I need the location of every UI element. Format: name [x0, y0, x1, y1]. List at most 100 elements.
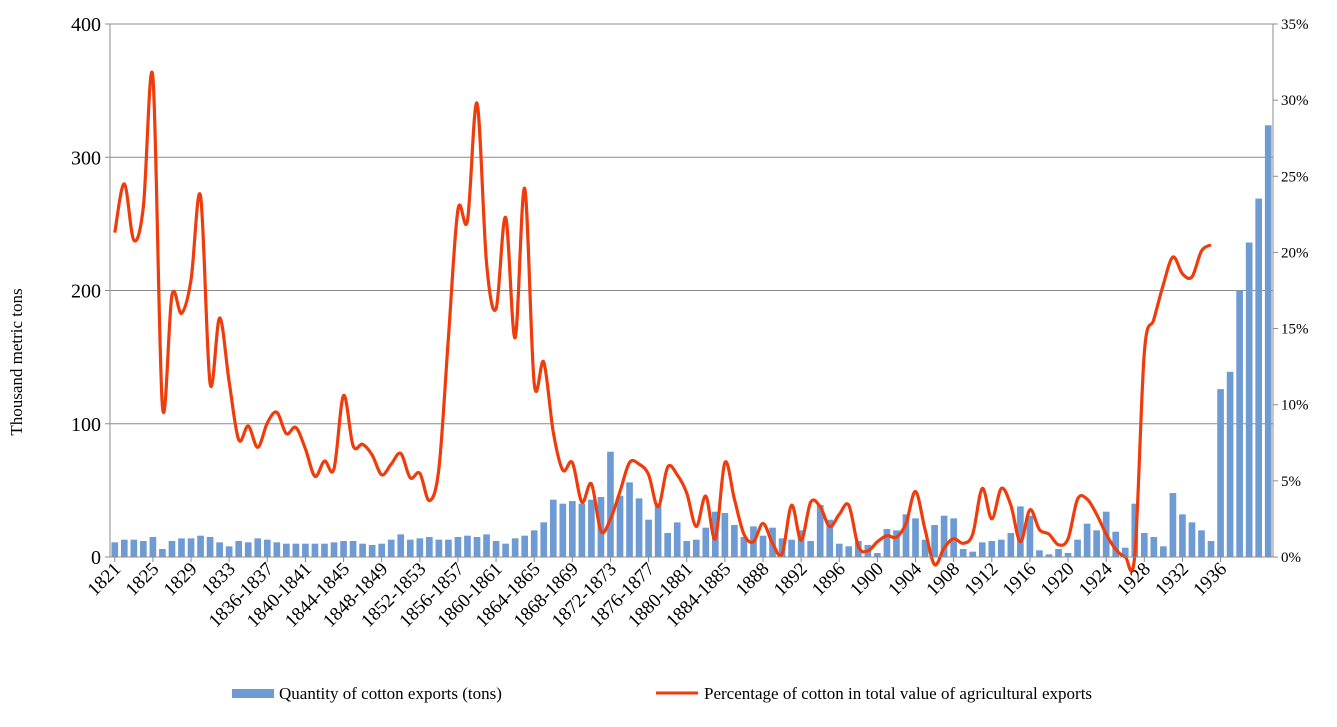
bar — [759, 535, 767, 557]
bar — [1207, 541, 1215, 557]
bar — [549, 499, 557, 557]
bar — [311, 543, 319, 557]
x-tick-label: 1932 — [1151, 559, 1193, 601]
bar — [1064, 553, 1072, 557]
y-left-tick-label: 100 — [71, 414, 101, 436]
bar — [988, 541, 996, 557]
x-tick-label: 1936 — [1189, 559, 1231, 601]
bar — [502, 543, 509, 557]
bar — [835, 543, 843, 557]
legend-label-bars: Quantity of cotton exports (tons) — [279, 684, 502, 703]
bar — [997, 539, 1005, 557]
bar — [1160, 546, 1167, 557]
bar — [788, 539, 795, 557]
bar — [1226, 371, 1234, 557]
bar — [216, 542, 223, 557]
bar — [969, 551, 977, 557]
bar — [1017, 506, 1024, 557]
bar — [387, 539, 395, 557]
bar — [492, 541, 500, 557]
x-tick-label: 1924 — [1075, 558, 1117, 600]
bar — [616, 495, 624, 557]
x-tick-label: 1912 — [961, 559, 1003, 601]
y-right-tick-label: 35% — [1281, 17, 1309, 33]
bar — [330, 542, 338, 557]
bar — [206, 537, 214, 557]
bar — [368, 545, 376, 557]
bar — [626, 482, 633, 557]
bar — [254, 538, 262, 557]
bar — [540, 522, 548, 557]
legend-label-line: Percentage of cotton in total value of a… — [704, 684, 1092, 703]
x-tick-label: 1908 — [922, 559, 964, 601]
bar — [931, 525, 938, 557]
bar — [588, 499, 595, 557]
bar — [607, 451, 614, 557]
y-right-tick-label: 20% — [1281, 245, 1309, 261]
bar — [445, 539, 452, 557]
bar — [244, 542, 252, 557]
bar — [1264, 125, 1272, 558]
bar — [263, 539, 271, 557]
bar — [807, 541, 814, 557]
bar — [1140, 533, 1148, 557]
bar — [683, 541, 691, 557]
bar — [959, 549, 967, 557]
bar — [416, 538, 424, 557]
bar — [283, 543, 290, 557]
y-right-tick-label: 5% — [1281, 474, 1301, 490]
bar — [940, 515, 948, 557]
x-tick-label: 1920 — [1037, 559, 1079, 601]
bar — [654, 503, 662, 557]
y-left-tick-label: 300 — [71, 147, 101, 169]
bar — [1036, 550, 1043, 557]
bar — [197, 535, 204, 557]
bar — [426, 537, 433, 557]
bar — [1169, 493, 1177, 557]
bar — [473, 537, 481, 557]
bar — [893, 530, 900, 557]
bar — [235, 541, 243, 557]
bar — [1217, 389, 1224, 557]
x-tick-label: 1821 — [84, 559, 126, 601]
bar — [130, 539, 138, 557]
bar — [321, 543, 328, 557]
x-tick-label: 1829 — [160, 559, 202, 601]
bar — [378, 543, 386, 557]
bar — [454, 537, 462, 557]
bar — [1007, 533, 1015, 557]
bar — [1255, 198, 1263, 557]
y-left-tick-label: 0 — [91, 547, 101, 569]
x-tick-label: 1825 — [122, 559, 164, 601]
bar — [559, 503, 567, 557]
series-line — [113, 70, 1212, 573]
bar — [1188, 522, 1196, 557]
bar — [1074, 539, 1081, 557]
bar — [302, 543, 309, 557]
bar — [1245, 242, 1253, 557]
bar — [1236, 290, 1243, 557]
bar — [778, 538, 786, 557]
x-tick-label: 1888 — [732, 559, 774, 601]
bar — [673, 522, 681, 557]
bar — [359, 543, 366, 557]
x-tick-label: 1916 — [999, 559, 1041, 601]
legend-swatch-bars — [232, 689, 274, 698]
bar — [225, 546, 233, 557]
bar — [902, 514, 910, 557]
bar — [1150, 537, 1158, 557]
bar — [1121, 547, 1129, 557]
bar — [664, 533, 671, 557]
bar — [816, 505, 824, 557]
bar — [912, 518, 919, 557]
y-left-tick-label: 400 — [71, 14, 101, 36]
bar — [464, 535, 471, 557]
bar — [406, 539, 414, 557]
bar — [797, 530, 805, 557]
bar — [1045, 554, 1053, 557]
x-tick-label: 1904 — [884, 558, 926, 600]
bar — [120, 539, 128, 557]
bar — [187, 538, 195, 557]
bar — [178, 538, 185, 557]
